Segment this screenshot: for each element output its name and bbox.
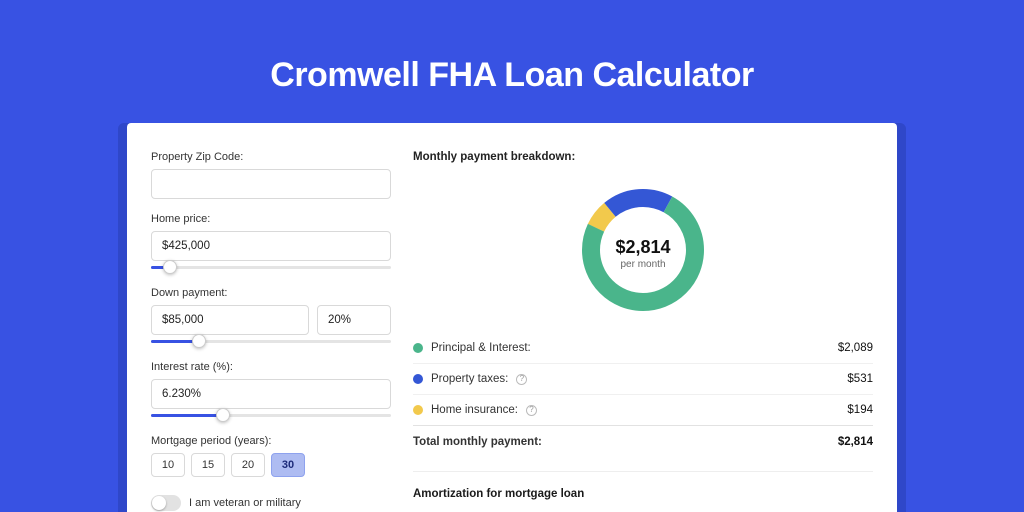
veteran-row: I am veteran or military (151, 495, 391, 511)
rate-slider-thumb[interactable] (216, 408, 230, 422)
donut-sub: per month (615, 259, 670, 270)
calculator-card: Property Zip Code: Home price: Down paym… (127, 123, 897, 512)
amortization-section: Amortization for mortgage loan Amortizat… (413, 471, 873, 512)
down-percent-input[interactable] (317, 305, 391, 335)
card-backdrop: Property Zip Code: Home price: Down paym… (118, 123, 906, 512)
legend-value: $194 (847, 404, 873, 416)
legend-row: Home insurance:? $194 (413, 394, 873, 425)
legend-value: $2,089 (838, 342, 873, 354)
period-button-10[interactable]: 10 (151, 453, 185, 477)
legend: Principal & Interest: $2,089 Property taxe… (413, 333, 873, 425)
veteran-toggle[interactable] (151, 495, 181, 511)
info-icon[interactable]: ? (516, 374, 527, 385)
price-label: Home price: (151, 213, 391, 225)
legend-dot (413, 374, 423, 384)
period-button-20[interactable]: 20 (231, 453, 265, 477)
breakdown-heading: Monthly payment breakdown: (413, 151, 873, 163)
period-options: 10152030 (151, 453, 391, 477)
down-label: Down payment: (151, 287, 391, 299)
donut-amount: $2,814 (615, 237, 670, 258)
period-button-30[interactable]: 30 (271, 453, 305, 477)
rate-label: Interest rate (%): (151, 361, 391, 373)
zip-field: Property Zip Code: (151, 151, 391, 199)
info-icon[interactable]: ? (526, 405, 537, 416)
period-button-15[interactable]: 15 (191, 453, 225, 477)
legend-value: $531 (847, 373, 873, 385)
legend-label: Principal & Interest: (431, 342, 531, 354)
legend-dot (413, 405, 423, 415)
down-slider-thumb[interactable] (192, 334, 206, 348)
price-field: Home price: (151, 213, 391, 273)
down-amount-input[interactable] (151, 305, 309, 335)
rate-slider[interactable] (151, 411, 391, 421)
price-slider-thumb[interactable] (163, 260, 177, 274)
price-slider[interactable] (151, 263, 391, 273)
zip-label: Property Zip Code: (151, 151, 391, 163)
total-value: $2,814 (838, 436, 873, 448)
breakdown-column: Monthly payment breakdown: $2,814 per mo… (413, 151, 873, 512)
input-column: Property Zip Code: Home price: Down paym… (151, 151, 391, 512)
veteran-toggle-knob (152, 496, 166, 510)
price-input[interactable] (151, 231, 391, 261)
legend-label: Home insurance: (431, 404, 518, 416)
legend-dot (413, 343, 423, 353)
zip-input[interactable] (151, 169, 391, 199)
donut-chart: $2,814 per month (413, 177, 873, 333)
period-label: Mortgage period (years): (151, 435, 391, 447)
down-slider[interactable] (151, 337, 391, 347)
donut-center: $2,814 per month (615, 237, 670, 270)
veteran-label: I am veteran or military (189, 497, 301, 509)
amortization-title: Amortization for mortgage loan (413, 488, 873, 500)
page-title: Cromwell FHA Loan Calculator (0, 0, 1024, 123)
total-row: Total monthly payment: $2,814 (413, 425, 873, 457)
rate-input[interactable] (151, 379, 391, 409)
legend-row: Principal & Interest: $2,089 (413, 333, 873, 363)
legend-row: Property taxes:? $531 (413, 363, 873, 394)
total-label: Total monthly payment: (413, 436, 542, 448)
down-field: Down payment: (151, 287, 391, 347)
rate-field: Interest rate (%): (151, 361, 391, 421)
period-field: Mortgage period (years): 10152030 (151, 435, 391, 477)
legend-label: Property taxes: (431, 373, 508, 385)
